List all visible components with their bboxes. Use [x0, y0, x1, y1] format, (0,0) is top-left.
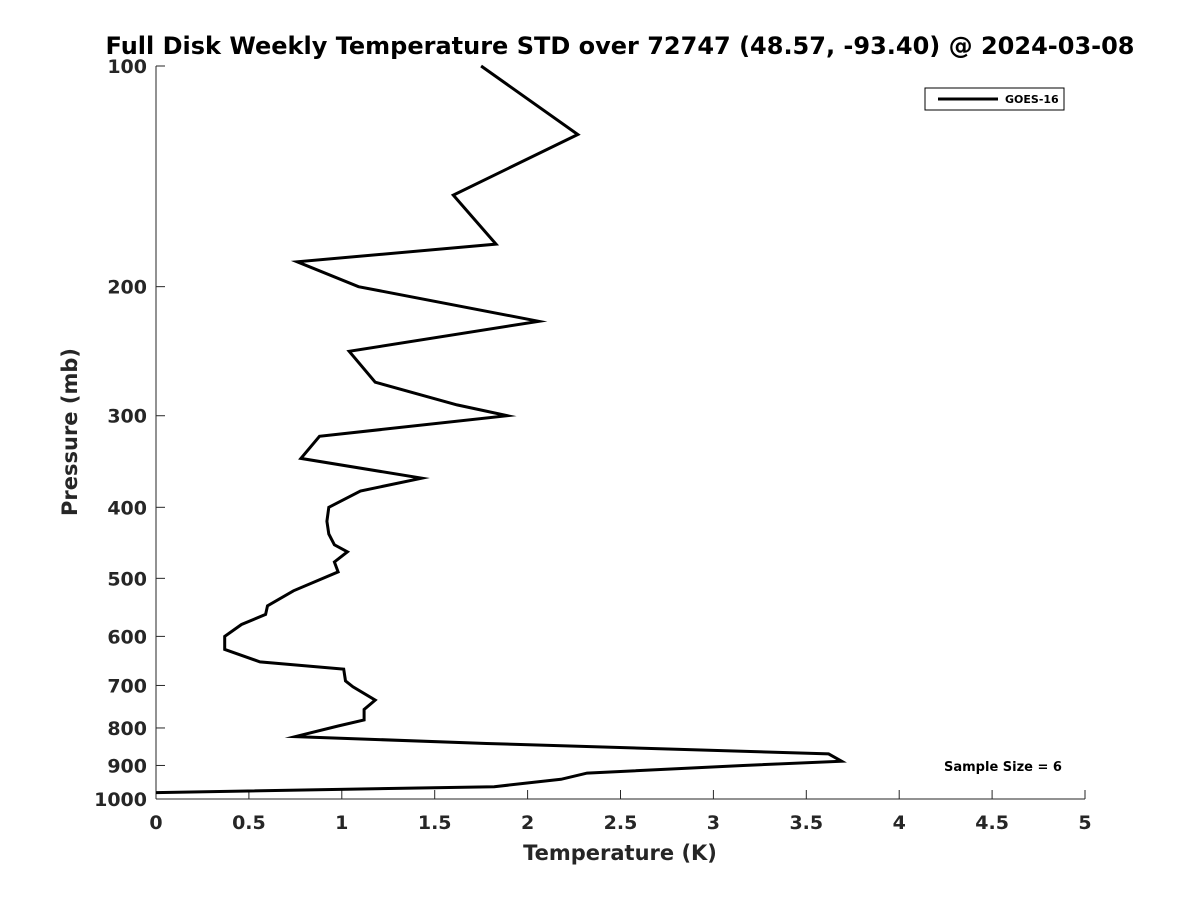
legend-label-goes-16: GOES-16	[1005, 93, 1059, 106]
y-tick-label: 400	[107, 497, 147, 519]
x-tick-label: 3.5	[789, 812, 823, 834]
series-line-goes-16	[155, 64, 847, 795]
x-tick-label: 0	[149, 812, 162, 834]
x-tick-label: 4	[893, 812, 906, 834]
x-tick-label: 3	[707, 812, 720, 834]
chart-title: Full Disk Weekly Temperature STD over 72…	[106, 32, 1135, 60]
x-tick-label: 5	[1078, 812, 1091, 834]
y-tick-label: 700	[107, 675, 147, 697]
y-tick-label: 300	[107, 406, 147, 428]
x-tick-label: 4.5	[975, 812, 1009, 834]
legend: GOES-16	[924, 87, 1065, 111]
y-tick-label: 100	[107, 56, 147, 78]
y-tick-label: 500	[107, 568, 147, 590]
x-tick-label: 1	[335, 812, 348, 834]
x-tick-label: 2.5	[604, 812, 638, 834]
sample-size-annotation: Sample Size = 6	[944, 760, 1062, 775]
x-tick-label: 2	[521, 812, 534, 834]
y-tick-label: 900	[107, 755, 147, 777]
y-tick-label: 1000	[94, 789, 147, 811]
y-tick-label: 800	[107, 718, 147, 740]
x-tick-label: 1.5	[418, 812, 452, 834]
y-tick-label: 200	[107, 277, 147, 299]
x-axis-label: Temperature (K)	[523, 841, 717, 865]
y-tick-label: 600	[107, 626, 147, 648]
y-axis-label: Pressure (mb)	[58, 348, 82, 516]
x-tick-label: 0.5	[232, 812, 266, 834]
